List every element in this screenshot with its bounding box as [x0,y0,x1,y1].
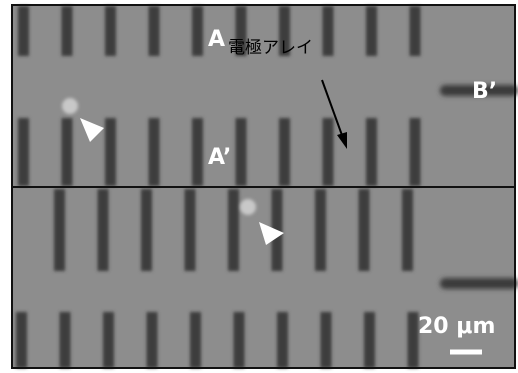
electrode-stripe [105,6,116,56]
micrograph: A 電極アレイ B’ A’ 20 μm [0,0,518,373]
electrode-stripe [141,189,152,271]
label-a-prime: A’ [208,145,231,170]
electrode-stripe [364,312,375,368]
electrode-stripe [185,189,196,271]
electrode-stripe [410,6,421,56]
electrode-stripe [62,6,73,56]
electrode-stripe [103,312,114,368]
electrode-stripe [277,312,288,368]
label-a: A [208,27,225,52]
electrode-stripe [323,118,334,186]
electrode-stripe [62,118,73,186]
electrode-stripe [279,118,290,186]
scale-label: 20 μm [418,314,495,339]
electrode-stripe [18,6,29,56]
electrode-stripe [323,6,334,56]
electrode-stripe [315,189,326,271]
electrode-stripe [366,118,377,186]
electrode-stripe [402,189,413,271]
electrode-stripe [54,189,65,271]
electrode-stripe [234,312,245,368]
electrode-stripe [18,118,29,186]
electrode-stripe [16,312,27,368]
electrode-stripe [105,118,116,186]
electrode-stripe [190,312,201,368]
particle [240,199,256,215]
electrode-stripe [149,118,160,186]
electrode-stripe [366,6,377,56]
electrode-stripe [60,312,71,368]
label-b-prime: B’ [472,79,497,104]
page: {"labels": {"top_left": "A", "array": "電… [0,0,518,373]
electrode-stripe [410,118,421,186]
electrode-stripe [98,189,109,271]
electrode-stripe [147,312,158,368]
electrode-stripe [321,312,332,368]
electrode-stripe [192,118,203,186]
electrode-stripe [359,189,370,271]
electrode-stripe [236,118,247,186]
electrode-stripe [192,6,203,56]
particle [62,98,78,114]
electrode-stripe [408,312,419,368]
electrode-stripe [149,6,160,56]
electrode-bar [440,278,518,289]
electrode-stripe [228,189,239,271]
label-array: 電極アレイ [228,38,313,58]
